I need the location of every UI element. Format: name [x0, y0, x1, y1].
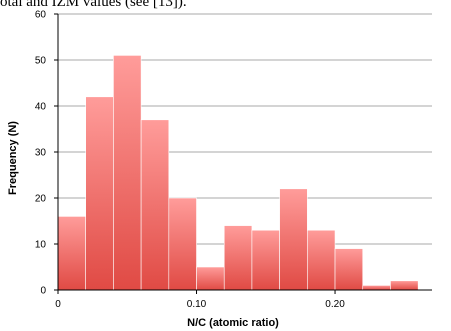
x-tick-label: 0 [55, 299, 61, 310]
bars [57, 55, 419, 291]
x-tick-labels: 0 0.10 0.20 [55, 299, 345, 310]
axes [54, 13, 432, 294]
y-tick-labels: 0 10 20 30 40 50 60 [35, 10, 47, 297]
y-tick-label: 60 [35, 10, 47, 21]
x-tick-label: 0.20 [325, 299, 345, 310]
bar-8 [279, 188, 308, 291]
bar-9 [307, 229, 336, 291]
bar-2 [113, 55, 142, 291]
bar-0 [57, 216, 87, 291]
bar-11 [362, 285, 391, 291]
bar-1 [85, 96, 114, 291]
bar-5 [196, 266, 225, 291]
y-tick-label: 20 [35, 194, 47, 205]
bar-10 [334, 248, 364, 291]
y-tick-label: 40 [35, 102, 47, 113]
bar-12 [390, 280, 419, 291]
bar-6 [223, 225, 253, 291]
x-tick-label: 0.10 [187, 299, 207, 310]
y-axis-title: Frequency (N) [7, 121, 19, 195]
caption-fragment: otal and IZM values (see [13]). [0, 0, 187, 10]
y-tick-label: 30 [35, 148, 47, 159]
bar-3 [140, 119, 170, 291]
y-tick-label: 50 [35, 56, 47, 67]
bar-7 [251, 229, 280, 291]
y-tick-label: 10 [35, 240, 47, 251]
bar-4 [168, 197, 197, 291]
x-axis-title: N/C (atomic ratio) [187, 317, 279, 329]
y-tick-label: 0 [40, 286, 46, 297]
